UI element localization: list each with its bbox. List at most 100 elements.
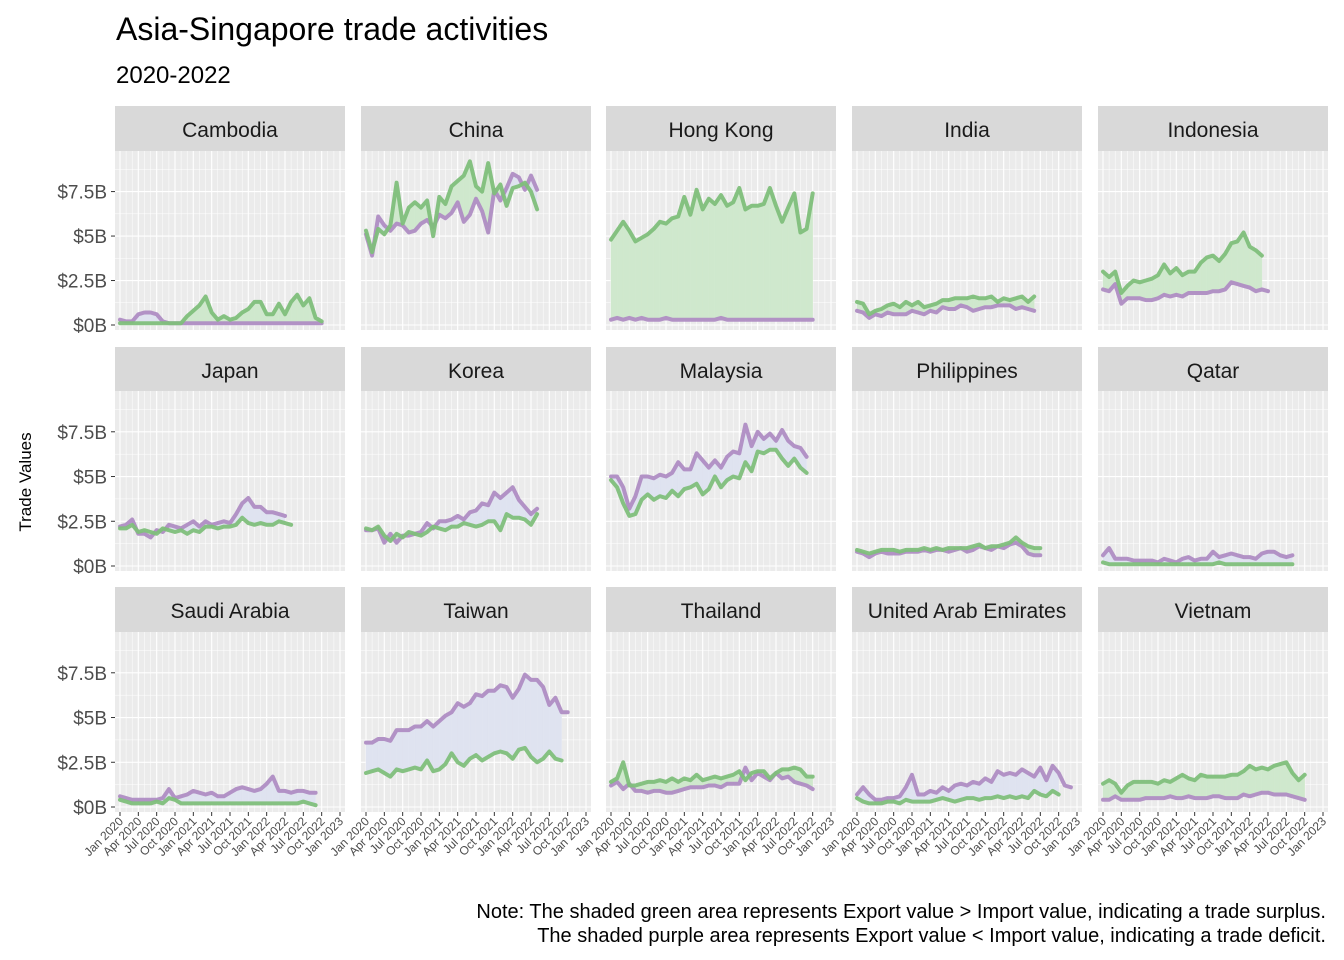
export-line xyxy=(1101,760,1307,795)
strip-background xyxy=(852,587,1082,632)
export-line xyxy=(364,512,540,543)
facet-panel: Hong Kong xyxy=(606,106,836,330)
strip-label: Korea xyxy=(448,360,504,383)
deficit-area xyxy=(488,690,495,758)
facet-panel: China xyxy=(361,106,591,330)
deficit-area xyxy=(457,702,464,767)
export-line xyxy=(1101,560,1295,567)
surplus-area xyxy=(254,301,261,324)
import-line xyxy=(1101,546,1295,565)
caption-line-2: The shaded purple area represents Export… xyxy=(537,925,1326,947)
y-tick-label: $5B xyxy=(73,468,107,489)
deficit-area xyxy=(384,738,391,777)
chart-title: Asia-Singapore trade activities xyxy=(116,11,548,47)
strip-background xyxy=(361,587,591,632)
surplus-area xyxy=(1279,762,1287,795)
strip-background xyxy=(115,587,345,632)
deficit-area xyxy=(530,679,538,763)
facet-panel: Malaysia xyxy=(606,347,836,571)
strip-label: Cambodia xyxy=(182,119,278,142)
import-line xyxy=(364,485,540,545)
y-tick-label: $5B xyxy=(73,709,107,730)
surplus-area xyxy=(635,237,642,320)
y-tick-label: $2.5B xyxy=(57,272,107,293)
surplus-area xyxy=(641,233,648,320)
surplus-area xyxy=(1145,781,1153,799)
strip-label: Malaysia xyxy=(680,360,763,383)
surplus-area xyxy=(623,221,630,320)
strip-label: Thailand xyxy=(681,600,762,623)
surplus-area xyxy=(1231,241,1238,285)
deficit-area xyxy=(1009,772,1017,799)
surplus-area xyxy=(781,207,789,320)
export-line xyxy=(609,447,809,518)
y-tick-label: $2.5B xyxy=(57,512,107,533)
strip-background xyxy=(606,347,836,392)
import-line xyxy=(855,303,1037,320)
strip-background xyxy=(1098,106,1328,151)
import-line xyxy=(1101,790,1307,802)
deficit-area xyxy=(463,702,471,767)
facet-panel: Qatar xyxy=(1098,347,1328,571)
strip-label: Philippines xyxy=(916,360,1018,383)
strip-background xyxy=(1098,587,1328,632)
caption-line-1: Note: The shaded green area represents E… xyxy=(476,901,1326,923)
facet-panel: Indonesia xyxy=(1098,106,1328,330)
y-tick-label: $7.5B xyxy=(57,423,107,444)
import-line xyxy=(118,774,318,802)
surplus-area xyxy=(708,198,716,320)
surplus-area xyxy=(1206,255,1214,294)
deficit-area xyxy=(439,715,446,770)
surplus-area xyxy=(1188,271,1195,294)
deficit-area xyxy=(536,679,544,763)
surplus-area xyxy=(653,221,661,320)
import-line xyxy=(609,422,809,511)
strip-label: India xyxy=(944,119,990,142)
deficit-area xyxy=(396,729,403,772)
surplus-area xyxy=(616,221,624,320)
surplus-area xyxy=(1273,763,1281,795)
import-line xyxy=(364,171,540,258)
strip-background xyxy=(361,347,591,392)
surplus-area xyxy=(1231,774,1238,799)
surplus-area xyxy=(751,205,758,320)
deficit-area xyxy=(500,685,507,754)
export-line xyxy=(1101,230,1264,295)
deficit-area xyxy=(433,720,440,772)
strip-label: Hong Kong xyxy=(668,119,773,142)
facet-panels: Cambodia $0B $2.5B $5B $7.5B China Hong Kong In… xyxy=(57,106,1329,859)
y-tick-label: $2.5B xyxy=(57,753,107,774)
surplus-area xyxy=(665,217,673,320)
y-axis-label: Trade Values xyxy=(16,432,35,531)
y-tick-label: $0B xyxy=(73,798,107,819)
y-tick-label: $7.5B xyxy=(57,664,107,685)
strip-background xyxy=(852,347,1082,392)
export-line xyxy=(118,796,318,808)
deficit-area xyxy=(414,726,422,770)
export-line xyxy=(609,760,815,788)
deficit-area xyxy=(481,690,489,761)
facet-panel: Korea xyxy=(361,347,591,571)
strip-background xyxy=(852,106,1082,151)
deficit-area xyxy=(402,729,409,772)
surplus-area xyxy=(745,205,752,320)
strip-label: Indonesia xyxy=(1167,119,1258,142)
surplus-area xyxy=(659,221,667,320)
y-tick-label: $5B xyxy=(73,227,107,248)
facet-panel: India xyxy=(852,106,1082,330)
strip-label: China xyxy=(449,119,504,142)
export-line xyxy=(855,294,1037,317)
strip-background xyxy=(115,106,345,151)
surplus-area xyxy=(629,229,636,320)
deficit-area xyxy=(475,694,483,761)
strip-background xyxy=(115,347,345,392)
strip-background xyxy=(361,106,591,151)
strip-background xyxy=(606,106,836,151)
facet-panel: Philippines xyxy=(852,347,1082,571)
surplus-area xyxy=(763,187,771,320)
deficit-area xyxy=(408,726,416,770)
